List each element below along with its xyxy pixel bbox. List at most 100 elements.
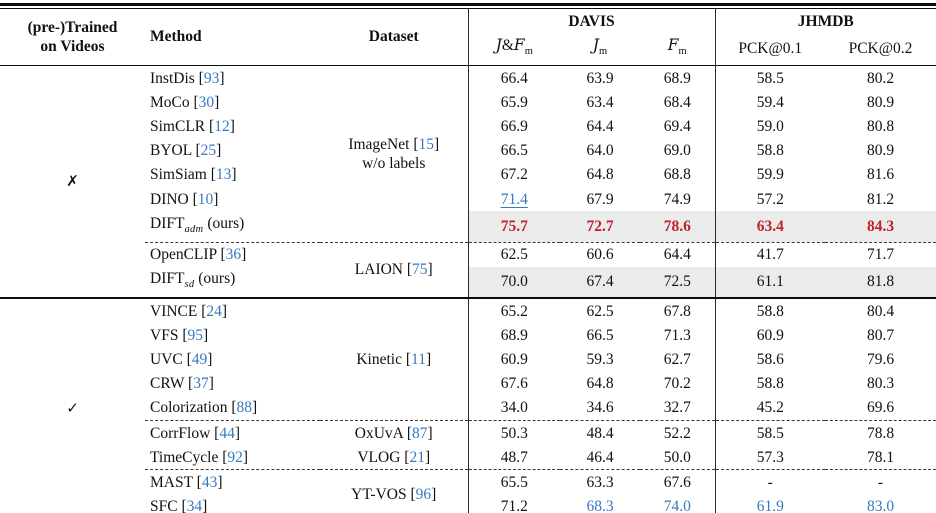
metric-value: 58.6 [714, 347, 825, 372]
citation-link[interactable]: 36 [225, 246, 242, 264]
metric-value: 63.9 [586, 69, 614, 87]
column-header-jhmdb-pck-01: PCK@0.1 [714, 35, 825, 66]
metric-value: 34.6 [586, 399, 614, 417]
metric-value: 71.3 [663, 326, 691, 344]
method-name: TimeCycle [150, 448, 219, 466]
metric-value: 70.0 [467, 266, 560, 298]
dataset-cell: OxUvA [87] [320, 419, 468, 446]
citation-link[interactable]: 12 [214, 118, 230, 136]
column-header-davis-f-mean: Fm [640, 35, 715, 66]
metric-value: 64.4 [586, 118, 614, 136]
metric-value: 64.8 [586, 375, 614, 393]
table-row: MAST [43] YT-VOS [96] 65.5 63.3 67.6- - [0, 469, 936, 513]
metric-value: 78.8 [825, 419, 936, 446]
method-cell: CRW [37] [150, 375, 214, 393]
method-cell: UVC [49] [150, 350, 213, 368]
method-cell: MAST [43] [145, 469, 320, 495]
method-cell: VFS [95] [150, 326, 209, 344]
table-row: DINO [10] 71.4 67.9 74.9 57.2 81.2 [0, 187, 936, 212]
metric-value: 63.3 [560, 469, 640, 495]
citation-link[interactable]: 21 [409, 448, 425, 466]
metric-value: 63.4 [586, 93, 614, 111]
dataset-name: LAION [354, 261, 403, 279]
metric-value: 64.8 [586, 166, 614, 184]
metric-value: 59.4 [714, 90, 825, 115]
citation-link[interactable]: 49 [191, 350, 208, 368]
column-group-davis: DAVIS [467, 8, 715, 35]
metric-value: 58.5 [714, 65, 825, 91]
method-name: DIFT [150, 270, 185, 288]
metric-value: 48.4 [560, 419, 640, 446]
metric-value: 52.2 [640, 419, 715, 446]
citation-link[interactable]: 13 [215, 166, 232, 184]
method-cell: BYOL [25] [150, 142, 222, 160]
metric-value: 79.6 [866, 350, 895, 368]
metric-value: 83.0 [866, 498, 895, 513]
dataset-cell: LAION [75] [320, 241, 468, 298]
method-ours-label: (ours) [194, 270, 236, 288]
metric-value: 62.5 [467, 241, 560, 267]
metric-subscript: m [599, 46, 608, 58]
metric-header-row: J&Fm Jm Fm PCK@0.1 PCK@0.2 [0, 35, 936, 66]
metric-value: 67.6 [640, 469, 715, 495]
metric-value: 62.5 [586, 302, 614, 320]
citation-link[interactable]: 34 [186, 498, 203, 513]
table-row: CRW [37] 67.6 64.8 70.2 58.8 80.3 [0, 371, 936, 396]
citation-link[interactable]: 95 [187, 326, 203, 344]
metric-value: 71.7 [825, 241, 936, 267]
citation-link[interactable]: 88 [236, 399, 253, 417]
metric-value: 60.9 [467, 347, 560, 372]
citation-link[interactable]: 93 [203, 69, 220, 87]
citation-link[interactable]: 43 [201, 473, 218, 491]
table-row: ✗ InstDis [93] ImageNet [15] w/o labels 66.4… [0, 65, 936, 190]
metric-value: 67.4 [560, 266, 640, 298]
table-row: OpenCLIP [36] LAION [75] 62.5 60.6 64.4 41.7 7… [0, 241, 936, 298]
metric-value: 50.3 [467, 419, 560, 446]
dataset-name: Kinetic [356, 350, 402, 368]
table-section-video-pretrained: ✓ VINCE [24] Kinetic [11] 65.2 62.5 67.8 58.8 8… [0, 297, 936, 513]
metric-value: 69.6 [866, 399, 895, 417]
metric-value: 70.2 [663, 375, 691, 393]
metric-value: 68.9 [467, 323, 560, 348]
column-header-trained-on-videos: (pre-)Trained on Videos [0, 9, 145, 66]
metric-value: 63.4 [714, 211, 825, 242]
trained-header-line1: (pre-)Trained [27, 18, 118, 36]
metric-value: 75.7 [467, 211, 560, 242]
citation-link[interactable]: 24 [206, 302, 222, 320]
citation-link[interactable]: 96 [415, 485, 432, 503]
math-symbol: J [592, 36, 600, 54]
citation-link[interactable]: 10 [197, 190, 214, 208]
metric-value: 62.7 [663, 350, 691, 368]
metric-value: 64.0 [586, 142, 614, 160]
metric-value: 60.9 [714, 323, 825, 348]
dataset-cell: VLOG [21] [357, 448, 431, 466]
metric-value: 59.0 [714, 114, 825, 139]
table-row: MoCo [30] 65.9 63.4 68.4 59.4 80.9 [0, 90, 936, 115]
metric-value: 45.2 [714, 395, 825, 421]
method-cell: VINCE [24] [150, 302, 228, 320]
metric-value: 66.9 [467, 114, 560, 139]
method-cell: CorrFlow [44] [145, 419, 320, 446]
citation-link[interactable]: 87 [412, 424, 428, 442]
citation-link[interactable]: 75 [412, 261, 428, 279]
metric-value: 67.2 [467, 162, 560, 188]
citation-link[interactable]: 25 [200, 142, 217, 160]
citation-link[interactable]: 44 [219, 424, 235, 442]
method-name: SimSiam [150, 166, 207, 184]
method-subscript: sd [184, 279, 195, 291]
citation-link[interactable]: 11 [411, 350, 426, 368]
citation-link[interactable]: 30 [198, 93, 215, 111]
metric-value: 65.2 [467, 297, 560, 324]
metric-value: - [825, 469, 936, 495]
metric-subscript: m [678, 46, 687, 58]
metric-value: 78.6 [640, 211, 715, 242]
metric-value: 68.3 [586, 498, 614, 513]
citation-link[interactable]: 92 [227, 448, 243, 466]
citation-link[interactable]: 15 [418, 135, 434, 153]
citation-link[interactable]: 37 [193, 375, 209, 393]
metric-value: 58.5 [714, 419, 825, 446]
metric-value: 80.7 [866, 326, 895, 344]
metric-value: 65.5 [467, 469, 560, 495]
method-name: CorrFlow [150, 424, 211, 442]
metric-value: 80.4 [866, 302, 895, 320]
